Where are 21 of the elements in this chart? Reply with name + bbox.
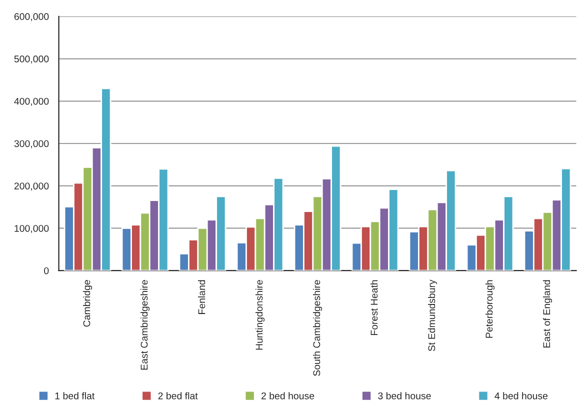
y-tick-label: 0 <box>44 267 49 274</box>
x-tick-label: Cambridge <box>83 280 92 327</box>
x-tick-label: St Edmundsbury <box>428 280 438 352</box>
x-tick-label: East Cambridgeshire <box>140 280 150 370</box>
x-tick-label: Peterborough <box>485 280 495 338</box>
x-tick-label: Huntingdonshire <box>255 280 265 350</box>
x-tick-label: Forest Heath <box>370 280 378 336</box>
y-tick-label: 100,000 <box>14 224 49 233</box>
x-tick-label: East of England <box>542 280 552 348</box>
legend-label: 3 bed house <box>378 392 431 400</box>
legend-label: 2 bed flat <box>158 392 198 400</box>
y-tick-label: 600,000 <box>14 13 49 22</box>
x-tick-label: South Cambridgeshire <box>312 280 322 376</box>
x-tick-label: Fenland <box>198 280 206 314</box>
y-tick-label: 300,000 <box>14 140 49 148</box>
legend-label: 1 bed flat <box>55 392 95 400</box>
y-tick-label: 400,000 <box>14 98 49 106</box>
y-tick-label: 500,000 <box>14 56 49 64</box>
legend-label: 4 bed house <box>494 392 548 400</box>
legend-label: 2 bed house <box>262 392 314 400</box>
y-tick-label: 200,000 <box>14 182 49 191</box>
